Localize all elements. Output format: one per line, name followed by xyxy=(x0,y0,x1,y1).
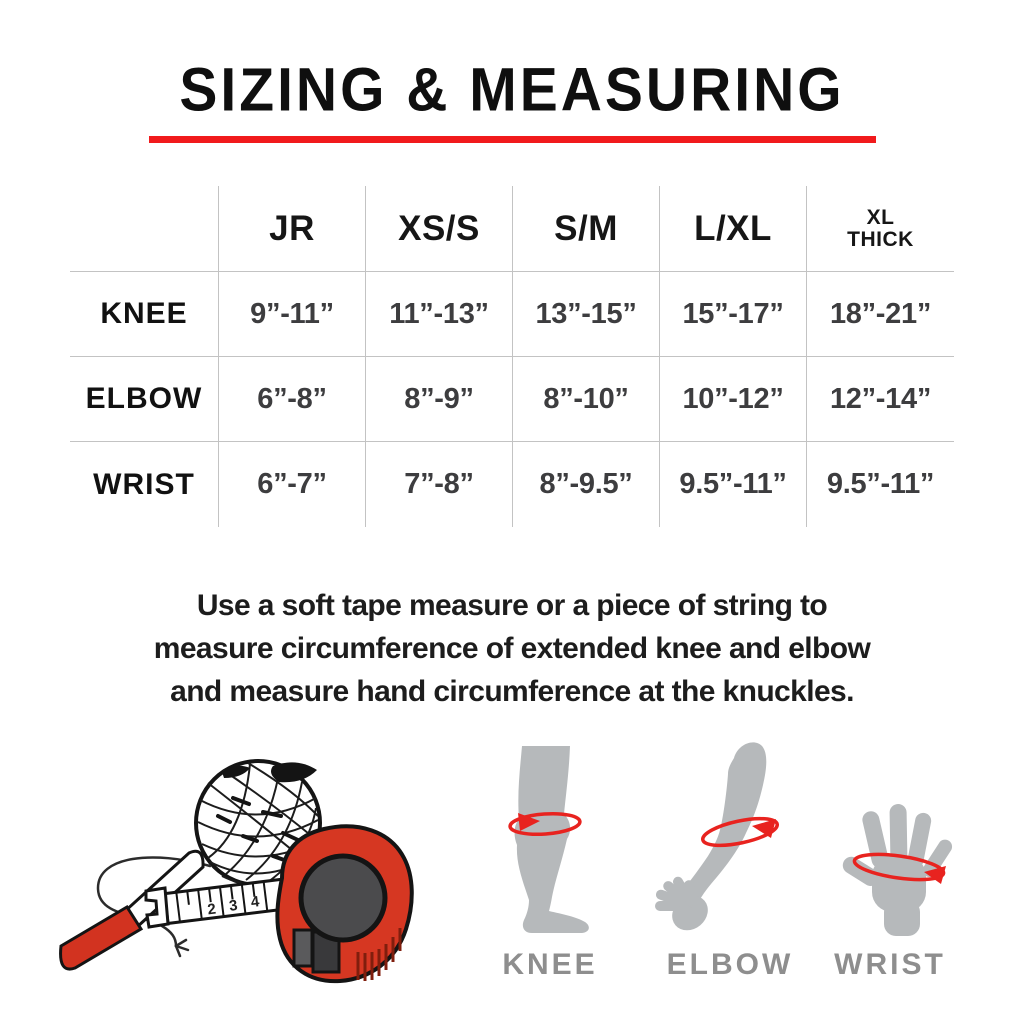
figure-caption-elbow: ELBOW xyxy=(666,948,794,981)
figure-caption-knee: KNEE xyxy=(502,948,598,981)
arm-hand-silhouette xyxy=(655,876,708,931)
figure-caption-wrist: WRIST xyxy=(834,948,946,981)
cell-knee-xl-thick: 18”-21” xyxy=(806,271,954,356)
cell-knee-s-m: 13”-15” xyxy=(512,271,659,356)
elbow-measure-figure xyxy=(655,742,779,931)
cell-elbow-s-m: 8”-10” xyxy=(512,356,659,441)
knee-measure-figure xyxy=(508,746,589,933)
col-header-xl-thick-line1: XL xyxy=(866,205,895,229)
tape-measure-icon: 2 3 4 xyxy=(144,824,414,984)
string-ball-icon xyxy=(194,759,322,887)
tape-number: 2 xyxy=(206,901,216,919)
cell-wrist-s-m: 8”-9.5” xyxy=(512,441,659,527)
col-header-xs-s: XS/S xyxy=(365,186,512,271)
row-label-knee: KNEE xyxy=(70,271,218,356)
tape-number: 3 xyxy=(228,897,238,915)
cell-wrist-jr: 6”-7” xyxy=(218,441,365,527)
tape-number: 4 xyxy=(250,893,261,911)
elbow-measure-arrow xyxy=(752,819,776,838)
hand-silhouette xyxy=(842,804,953,936)
elbow-measure-ellipse xyxy=(701,816,779,848)
col-header-xl-thick: XL THICK xyxy=(806,186,954,271)
string-strand-icon xyxy=(96,856,212,958)
cell-knee-xs-s: 11”-13” xyxy=(365,271,512,356)
tape-hook xyxy=(144,886,170,929)
wrist-measure-figure xyxy=(842,804,953,936)
cell-elbow-xs-s: 8”-9” xyxy=(365,356,512,441)
table-corner-cell xyxy=(70,186,218,271)
wrist-measure-arrow xyxy=(924,866,946,884)
leg-silhouette xyxy=(514,746,589,933)
knee-measure-arrow xyxy=(518,813,540,831)
instructions-text: Use a soft tape measure or a piece of st… xyxy=(0,584,1024,713)
page-title-text: SIZING & MEASURING xyxy=(179,55,845,125)
cell-elbow-l-xl: 10”-12” xyxy=(659,356,806,441)
row-label-elbow: ELBOW xyxy=(70,356,218,441)
cell-wrist-xl-thick: 9.5”-11” xyxy=(806,441,954,527)
instructions-line-1: Use a soft tape measure or a piece of st… xyxy=(196,589,828,622)
cell-knee-l-xl: 15”-17” xyxy=(659,271,806,356)
col-header-l-xl: L/XL xyxy=(659,186,806,271)
instructions-line-3: and measure hand circumference at the kn… xyxy=(170,675,854,708)
page-title: SIZING & MEASURING xyxy=(0,55,1024,125)
row-label-wrist: WRIST xyxy=(70,441,218,527)
col-header-jr: JR xyxy=(218,186,365,271)
col-header-s-m: S/M xyxy=(512,186,659,271)
cell-elbow-xl-thick: 12”-14” xyxy=(806,356,954,441)
col-header-xl-thick-line2: THICK xyxy=(847,227,914,251)
cell-wrist-xs-s: 7”-8” xyxy=(365,441,512,527)
knee-measure-ellipse xyxy=(508,811,582,837)
measuring-tools-illustration: 2 3 4 xyxy=(59,759,414,984)
size-table: JR XS/S S/M L/XL XL THICK KNEE 9”-11” 11… xyxy=(70,186,954,527)
cell-elbow-jr: 6”-8” xyxy=(218,356,365,441)
title-underline xyxy=(149,136,876,143)
instructions-line-2: measure circumference of extended knee a… xyxy=(153,632,871,665)
cell-wrist-l-xl: 9.5”-11” xyxy=(659,441,806,527)
cell-knee-jr: 9”-11” xyxy=(218,271,365,356)
